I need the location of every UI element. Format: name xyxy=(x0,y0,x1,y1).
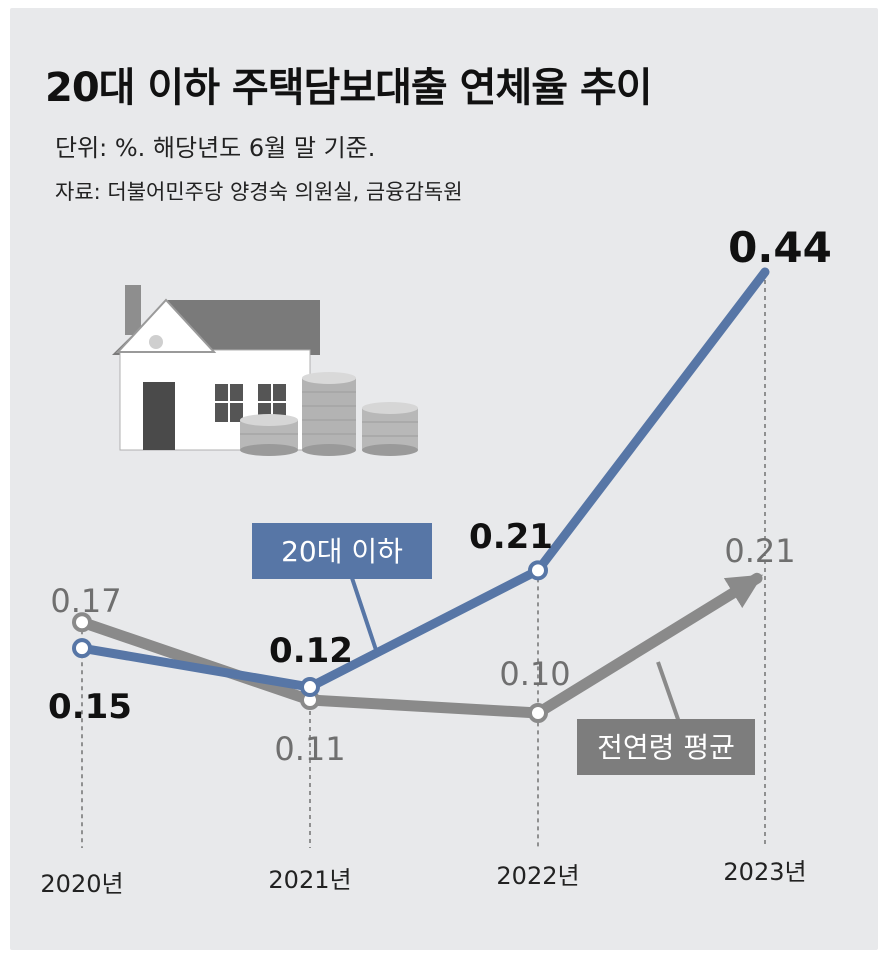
value-label-avg: 0.21 xyxy=(724,532,795,570)
chart-source: 자료: 더불어민주당 양경숙 의원실, 금융감독원 xyxy=(55,180,463,204)
coin-stack-icon xyxy=(240,372,418,456)
chart-card xyxy=(10,8,878,950)
value-label-young: 0.15 xyxy=(48,687,132,727)
data-value-labels: 0.15 0.12 0.21 0.44 0.17 0.11 0.10 0.21 xyxy=(48,223,832,768)
x-axis-tick-labels: 2020년 2021년 2022년 2023년 xyxy=(40,858,806,898)
data-point-avg xyxy=(72,612,92,633)
value-label-young: 0.21 xyxy=(469,517,553,557)
data-points xyxy=(72,560,548,723)
value-label-avg: 0.11 xyxy=(274,730,345,768)
x-tick-label: 2021년 xyxy=(268,866,351,894)
value-label-young: 0.44 xyxy=(728,223,832,272)
x-tick-label: 2020년 xyxy=(40,870,123,898)
legend-young-pointer xyxy=(348,571,378,651)
chart-title: 20대 이하 주택담보대출 연체율 추이 xyxy=(45,65,653,111)
data-point-young xyxy=(528,560,548,581)
data-point-young xyxy=(300,677,320,698)
chart-subtitle: 단위: %. 해당년도 6월 말 기준. xyxy=(55,134,376,162)
value-label-young: 0.12 xyxy=(269,631,353,671)
series-line-young xyxy=(77,267,770,692)
x-tick-label: 2022년 xyxy=(496,862,579,890)
legend-young-box xyxy=(252,523,432,579)
legend-avg-box xyxy=(577,719,755,775)
legend-young: 20대 이하 xyxy=(252,523,432,579)
legend-avg: 전연령 평균 xyxy=(577,719,755,775)
legend-avg-label: 전연령 평균 xyxy=(597,731,735,764)
value-label-avg: 0.10 xyxy=(499,655,570,693)
legend-young-label: 20대 이하 xyxy=(281,535,403,568)
x-tick-label: 2023년 xyxy=(723,858,806,886)
value-label-avg: 0.17 xyxy=(50,582,121,620)
legend-avg-pointer xyxy=(656,661,682,726)
data-point-young xyxy=(72,638,92,659)
series-line-avg xyxy=(76,572,763,719)
data-point-avg xyxy=(528,703,548,723)
